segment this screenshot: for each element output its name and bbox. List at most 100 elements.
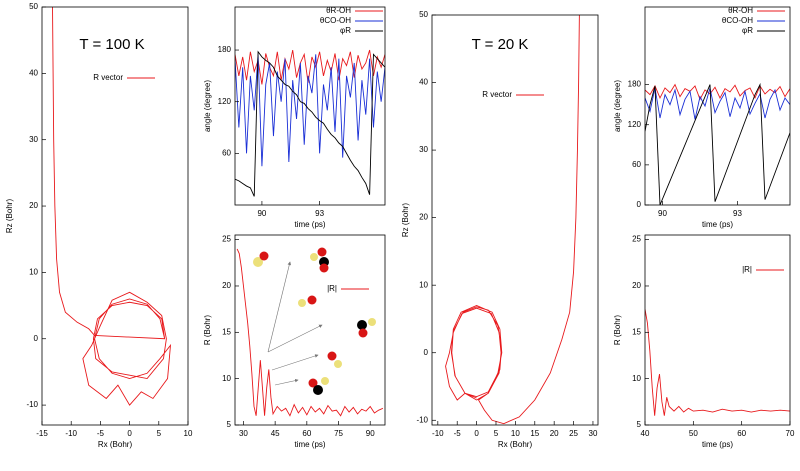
x-tick-label: 93 bbox=[733, 209, 742, 218]
panel: 40 50 60 70 5 10 15 20 25 time (ps) R (Bohr) |R| bbox=[613, 234, 795, 449]
y-tick-label: 10 bbox=[29, 268, 38, 277]
data-line bbox=[235, 54, 385, 167]
x-tick-label: 45 bbox=[271, 429, 280, 438]
y-axis-label: R (Bohr) bbox=[203, 315, 212, 346]
annotation: T = 20 K bbox=[472, 36, 529, 53]
y-tick-label: 20 bbox=[419, 213, 428, 222]
y-axis-label: Rz (Bohr) bbox=[401, 203, 410, 238]
plot-frame bbox=[431, 14, 599, 426]
legend-label: R vector bbox=[482, 90, 512, 99]
panel: 30 45 60 75 90 5 10 15 20 25 time (ps) R (Bohr) |R| bbox=[203, 234, 386, 449]
panel: -10 -5 0 5 10 15 20 25 30 -10 0 10 20 30 40 50 Rx (Bohr)… bbox=[401, 10, 599, 449]
y-axis-label: angle (degree) bbox=[203, 80, 212, 132]
y-tick-label: 5 bbox=[637, 420, 642, 429]
legend-label: R vector bbox=[93, 73, 123, 82]
panel: -15 -10 -5 0 5 10 -10 0 10 20 30 40 50 Rx (Bohr) Rz (B… bbox=[5, 2, 193, 449]
data-line bbox=[645, 83, 790, 101]
x-tick-label: 30 bbox=[239, 429, 248, 438]
y-tick-label: 10 bbox=[222, 374, 231, 383]
y-tick-label: 30 bbox=[29, 135, 38, 144]
y-axis-label: R (Bohr) bbox=[613, 315, 622, 346]
y-tick-label: -10 bbox=[26, 400, 38, 409]
y-tick-label: 20 bbox=[29, 201, 38, 210]
legend-label: θR-OH bbox=[728, 6, 753, 15]
y-tick-label: 0 bbox=[424, 348, 429, 357]
x-tick-label: 60 bbox=[737, 429, 746, 438]
y-tick-label: 30 bbox=[419, 145, 428, 154]
x-tick-label: 0 bbox=[474, 429, 479, 438]
legend-label: θCO-OH bbox=[722, 16, 753, 25]
legend-label: |R| bbox=[327, 284, 337, 293]
y-tick-label: 180 bbox=[628, 80, 642, 89]
y-tick-label: 25 bbox=[222, 235, 231, 244]
legend-label: θCO-OH bbox=[320, 16, 351, 25]
x-tick-label: 75 bbox=[334, 429, 343, 438]
data-line bbox=[645, 82, 790, 205]
x-tick-label: 40 bbox=[641, 429, 650, 438]
x-tick-label: -10 bbox=[65, 429, 77, 438]
x-axis-label: Rx (Bohr) bbox=[98, 440, 133, 449]
x-tick-label: 90 bbox=[658, 209, 667, 218]
panel: 90 93 0 60 120 180 time (ps) angle (degree) θR-O… bbox=[613, 6, 791, 229]
y-tick-label: 20 bbox=[632, 281, 641, 290]
y-tick-label: 10 bbox=[419, 280, 428, 289]
data-line bbox=[235, 50, 385, 197]
y-tick-label: 180 bbox=[218, 45, 232, 54]
x-tick-label: 60 bbox=[302, 429, 311, 438]
plot-frame bbox=[41, 6, 189, 426]
molecule-illustrations bbox=[253, 247, 376, 395]
legend-label: φR bbox=[742, 26, 753, 35]
y-tick-label: 120 bbox=[628, 120, 642, 129]
y-tick-label: 50 bbox=[419, 10, 428, 19]
x-tick-label: 10 bbox=[511, 429, 520, 438]
y-tick-label: 10 bbox=[632, 374, 641, 383]
x-tick-label: 15 bbox=[530, 429, 539, 438]
data-line bbox=[236, 248, 384, 417]
y-axis-label: Rz (Bohr) bbox=[5, 199, 14, 234]
plot-frame bbox=[234, 234, 386, 426]
data-line bbox=[645, 87, 790, 120]
plot-frame bbox=[644, 234, 791, 426]
y-tick-label: 20 bbox=[222, 281, 231, 290]
x-tick-label: 50 bbox=[689, 429, 698, 438]
x-tick-label: -10 bbox=[432, 429, 444, 438]
y-tick-label: 40 bbox=[419, 78, 428, 87]
data-line bbox=[445, 15, 580, 425]
x-axis-label: time (ps) bbox=[702, 220, 733, 229]
y-tick-label: 5 bbox=[227, 420, 232, 429]
panel: 90 93 60 120 180 time (ps) angle (degree) θR-OH… bbox=[203, 6, 386, 229]
x-tick-label: 10 bbox=[184, 429, 193, 438]
x-tick-label: -5 bbox=[454, 429, 462, 438]
plot-frame bbox=[644, 6, 791, 206]
y-tick-label: 15 bbox=[632, 327, 641, 336]
plot-frame bbox=[234, 6, 386, 206]
x-tick-label: 5 bbox=[157, 429, 162, 438]
y-tick-label: 120 bbox=[218, 97, 232, 106]
y-tick-label: 40 bbox=[29, 68, 38, 77]
y-tick-label: -10 bbox=[416, 415, 428, 424]
x-tick-label: 5 bbox=[494, 429, 499, 438]
y-tick-label: 0 bbox=[637, 200, 642, 209]
legend-label: θR-OH bbox=[326, 6, 351, 15]
y-tick-label: 60 bbox=[632, 160, 641, 169]
x-axis-label: time (ps) bbox=[294, 220, 325, 229]
x-axis-label: Rx (Bohr) bbox=[498, 440, 533, 449]
data-line bbox=[235, 49, 385, 85]
y-tick-label: 0 bbox=[34, 334, 39, 343]
y-axis-label: angle (degree) bbox=[613, 80, 622, 132]
x-tick-label: 93 bbox=[315, 209, 324, 218]
x-tick-label: 0 bbox=[127, 429, 132, 438]
x-tick-label: -5 bbox=[97, 429, 105, 438]
y-tick-label: 60 bbox=[222, 148, 231, 157]
x-axis-label: time (ps) bbox=[294, 440, 325, 449]
data-line bbox=[52, 7, 172, 406]
x-axis-label: time (ps) bbox=[702, 440, 733, 449]
x-tick-label: 20 bbox=[550, 429, 559, 438]
y-tick-label: 25 bbox=[632, 235, 641, 244]
data-line bbox=[645, 309, 790, 416]
x-tick-label: -15 bbox=[36, 429, 48, 438]
legend-label: φR bbox=[340, 26, 351, 35]
legend-label: |R| bbox=[742, 265, 752, 274]
x-tick-label: 70 bbox=[786, 429, 795, 438]
